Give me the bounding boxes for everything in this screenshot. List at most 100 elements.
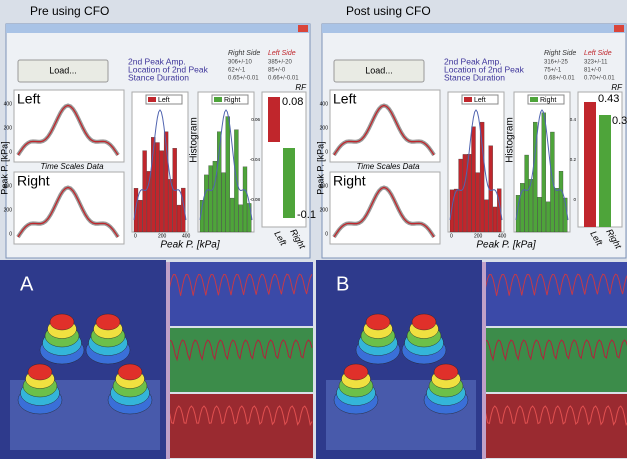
rf-title: RF — [295, 83, 307, 92]
title-bar — [322, 24, 626, 33]
y-tick-label: 0 — [325, 149, 328, 155]
load-button-label: Load... — [365, 65, 393, 75]
image-label: B — [336, 273, 349, 295]
legend-label: Right — [540, 97, 556, 104]
metric-left: 85+/-0 — [268, 68, 286, 74]
right-header: Right Side — [544, 50, 576, 57]
legend-label: Left — [158, 97, 170, 104]
metric-right: 0.68+/-0.01 — [544, 76, 575, 82]
metric-right: 62+/-1 — [228, 68, 246, 74]
histogram-bar — [472, 127, 476, 232]
signal-strip — [484, 394, 627, 458]
x-tick-label: 0 — [134, 233, 137, 239]
x-axis-label: Peak P. [kPa] — [160, 240, 220, 251]
histogram-bar — [493, 207, 497, 232]
rf-tick-label: -0.04 — [250, 157, 261, 162]
legend-label: Right — [224, 97, 240, 104]
rf-tick-label: -0.08 — [250, 197, 261, 202]
time-plot-label: Right — [17, 173, 50, 189]
x-tick-label: 400 — [182, 233, 191, 239]
histogram-bar — [177, 205, 181, 232]
histogram-bar — [480, 122, 484, 232]
histogram-bar — [217, 132, 221, 232]
pressure-blob — [50, 314, 74, 330]
right-header: Right Side — [228, 50, 260, 57]
histogram-bar — [550, 132, 554, 232]
histogram-bar — [209, 166, 213, 232]
signal-strip — [168, 394, 313, 458]
metric-left: 0.70+/-0.01 — [584, 76, 615, 82]
close-button[interactable] — [298, 25, 308, 32]
y-tick-label: 400 — [4, 101, 13, 107]
histogram-bar — [476, 173, 480, 232]
histogram-label: Histogram — [505, 117, 516, 163]
color-scale — [482, 262, 486, 459]
histogram-bar — [555, 188, 559, 232]
metric-label: Stance Duration — [444, 72, 505, 82]
rf-tick-label: 0.2 — [570, 157, 577, 162]
histogram-bar — [222, 173, 226, 232]
histogram-bar — [204, 175, 208, 232]
metric-right: 0.65+/-0.01 — [228, 76, 259, 82]
legend-label: Left — [474, 97, 486, 104]
y-tick-label: 200 — [4, 207, 13, 213]
metric-left: 81+/-0 — [584, 68, 602, 74]
rf-tick-label: 0.06 — [251, 117, 260, 122]
x-axis-label: Peak P. [kPa] — [476, 240, 536, 251]
rf-value: 0.08 — [282, 96, 303, 108]
y-tick-label: 0 — [9, 231, 12, 237]
pressure-blob — [344, 364, 368, 380]
signal-strip — [168, 262, 313, 326]
y-axis-label: Peak P. [kPa] — [315, 141, 325, 194]
histogram-bar — [546, 202, 550, 232]
pressure-blob — [118, 364, 142, 380]
legend-swatch — [530, 97, 538, 102]
metric-left: 0.66+/-0.01 — [268, 76, 299, 82]
rf-value: 0.3 — [612, 115, 627, 127]
time-plot-label: Right — [333, 173, 366, 189]
histogram-bar — [247, 203, 251, 232]
image-label: A — [20, 273, 34, 295]
screenshot: Pre using CFO Load... Right Side Left Side 2… — [0, 0, 627, 459]
legend-swatch — [464, 97, 472, 102]
x-tick-label: 200 — [158, 233, 167, 239]
rf-bar — [283, 148, 295, 218]
color-scale — [166, 262, 170, 459]
histogram-bar — [463, 154, 467, 232]
legend-swatch — [214, 97, 222, 102]
metric-label: Stance Duration — [128, 72, 189, 82]
time-scales-label: Time Scales Data — [356, 162, 420, 171]
left-header: Left Side — [268, 50, 296, 57]
panel: Post using CFOLoad...Right SideLeft Side… — [315, 4, 627, 459]
y-tick-label: 0 — [9, 149, 12, 155]
metric-left: 385+/-20 — [268, 60, 293, 66]
y-tick-label: 200 — [320, 125, 329, 131]
histogram-label: Histogram — [189, 117, 200, 163]
metric-right: 316+/-25 — [544, 60, 569, 66]
load-button-label: Load... — [49, 65, 77, 75]
histogram-bar — [156, 143, 160, 232]
time-plot-label: Left — [17, 91, 40, 107]
y-tick-label: 200 — [4, 125, 13, 131]
title-bar — [6, 24, 310, 33]
y-axis-label: Peak P. [kPa] — [0, 141, 9, 194]
histogram-bar — [559, 171, 563, 232]
metric-right: 306+/-10 — [228, 60, 253, 66]
time-scales-label: Time Scales Data — [40, 162, 104, 171]
histogram-bar — [143, 151, 147, 232]
rf-bar — [599, 115, 611, 227]
x-tick-label: 0 — [450, 233, 453, 239]
histogram-bar — [243, 167, 247, 232]
rf-tick-label: 0.4 — [570, 117, 577, 122]
time-plot-label: Left — [333, 91, 356, 107]
histogram-bar — [226, 117, 230, 232]
pressure-blob — [366, 314, 390, 330]
close-button[interactable] — [614, 25, 624, 32]
histogram-bar — [160, 151, 164, 232]
panel: Pre using CFO Load... Right Side Left Side 2… — [0, 4, 316, 459]
panel-heading: Pre using CFO — [30, 4, 109, 18]
pressure-blob — [412, 314, 436, 330]
histogram-bar — [459, 159, 463, 232]
y-tick-label: 0 — [325, 231, 328, 237]
legend-swatch — [148, 97, 156, 102]
